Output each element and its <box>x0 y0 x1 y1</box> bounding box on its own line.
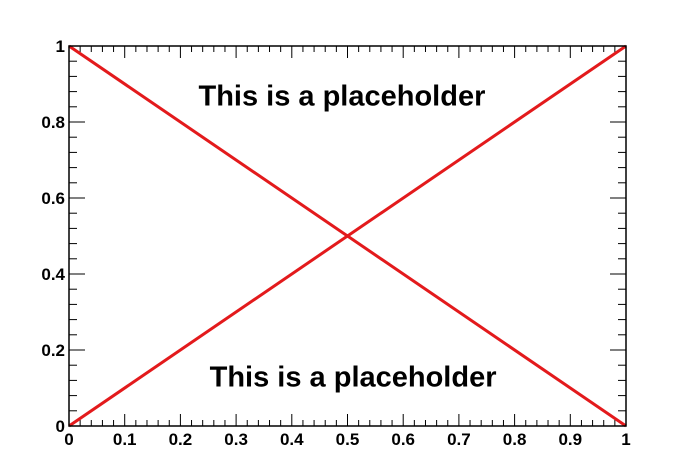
x-tick-label: 0.1 <box>113 430 137 449</box>
x-tick-label: 0.9 <box>558 430 582 449</box>
y-tick-label: 0.6 <box>41 189 65 208</box>
series-line-1 <box>68 44 627 428</box>
plot-frame <box>68 45 627 427</box>
annotation-text: This is a placeholder <box>198 80 485 112</box>
series-layer <box>68 44 627 428</box>
y-tick-label: 0 <box>56 417 65 436</box>
y-tick-label: 1 <box>56 37 65 56</box>
x-tick-label: 0.2 <box>169 430 193 449</box>
y-tick-label: 0.2 <box>41 341 65 360</box>
annotation-text: This is a placeholder <box>210 362 497 394</box>
y-tick-label: 0.4 <box>41 265 65 284</box>
x-tick-label: 0.4 <box>280 430 304 449</box>
x-tick-label: 1 <box>621 430 630 449</box>
annotation-layer: This is a placeholder This is a placehold… <box>198 80 496 393</box>
x-tick-label: 0.8 <box>503 430 527 449</box>
y-tick-label: 0.8 <box>41 113 65 132</box>
y-tick-labels: 0 0.2 0.4 0.6 0.8 1 <box>41 37 65 436</box>
x-tick-label: 0.7 <box>447 430 471 449</box>
minor-ticks <box>69 46 626 426</box>
x-tick-label: 0.6 <box>391 430 415 449</box>
x-tick-label: 0.3 <box>224 430 248 449</box>
x-tick-label: 0 <box>64 430 73 449</box>
x-tick-labels: 0 0.1 0.2 0.3 0.4 0.5 0.6 0.7 0.8 0.9 1 <box>64 430 630 449</box>
x-tick-label: 0.5 <box>336 430 360 449</box>
